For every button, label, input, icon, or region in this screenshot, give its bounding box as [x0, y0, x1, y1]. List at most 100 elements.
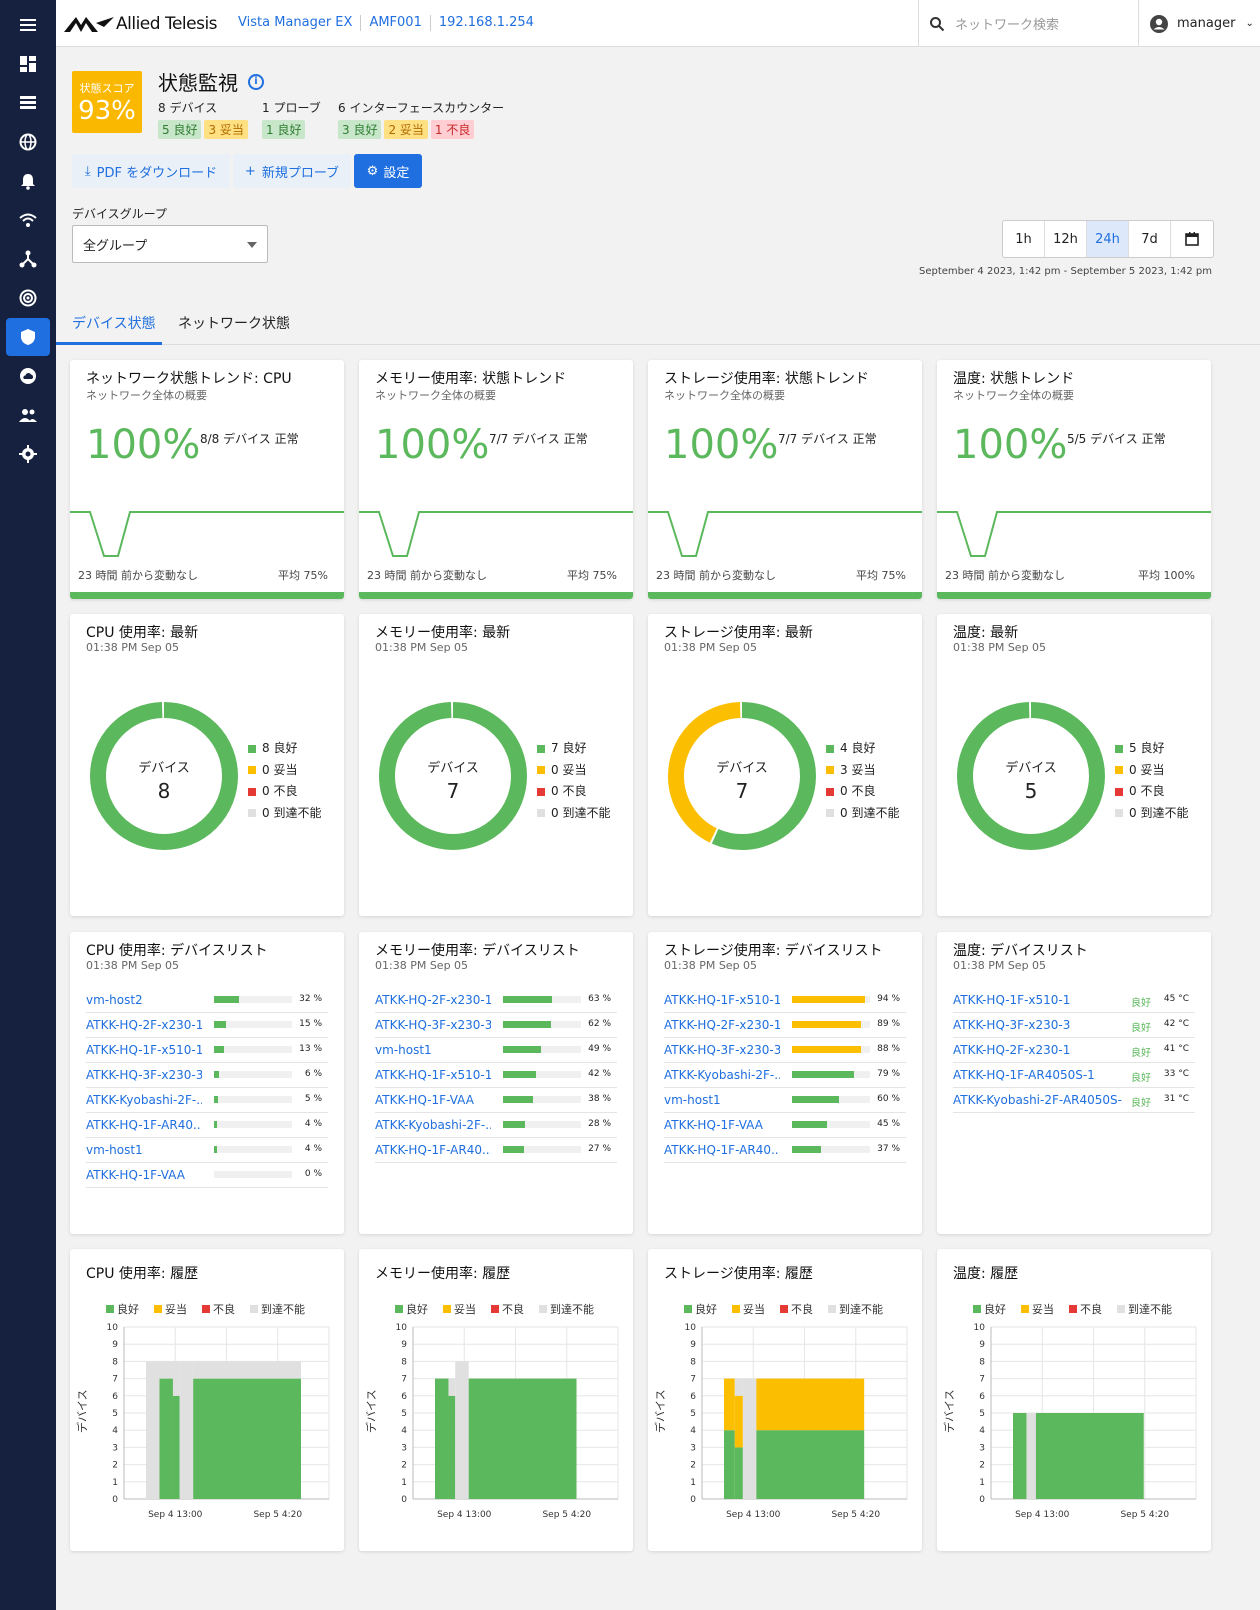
temperature-value: 33 °C: [1163, 1069, 1189, 1079]
usage-bar-fill: [214, 1021, 226, 1028]
device-group-select[interactable]: 全グループ: [72, 225, 268, 263]
y-tick-label: 8: [112, 1357, 118, 1367]
brand-logo[interactable]: Allied Telesis: [64, 14, 218, 34]
device-link[interactable]: ATKK-HQ-2F-x230-1: [375, 993, 491, 1007]
legend-text: 妥当: [743, 1302, 765, 1316]
download-icon: ⤓: [84, 163, 91, 179]
settings-button[interactable]: ⚙ 設定: [354, 154, 422, 188]
crumb-area[interactable]: AMF001: [360, 15, 429, 31]
sidebar-dashboard[interactable]: [6, 45, 50, 83]
sidebar-users[interactable]: [6, 396, 50, 434]
card-title: メモリー使用率: 状態トレンド: [375, 371, 567, 387]
sidebar-cloud[interactable]: [6, 357, 50, 395]
usage-bar-fill: [503, 996, 553, 1003]
device-link[interactable]: ATKK-HQ-1F-AR40...: [86, 1118, 202, 1132]
sidebar-wifi[interactable]: [6, 201, 50, 239]
legend-text: 良好: [117, 1302, 139, 1316]
donut-total: 8: [158, 779, 171, 803]
sidebar-list[interactable]: [6, 84, 50, 122]
card-title: ネットワーク状態トレンド: CPU: [86, 371, 292, 387]
crumb-ip[interactable]: 192.168.1.254: [429, 15, 542, 31]
stat-label: 6 インターフェースカウンター: [338, 101, 505, 115]
health-percentage: 100%: [375, 422, 490, 468]
card-timestamp: 01:38 PM Sep 05: [375, 641, 469, 654]
sidebar-alarm[interactable]: [6, 162, 50, 200]
device-link[interactable]: ATKK-Kyobashi-2F-AR4050S-2: [953, 1093, 1123, 1107]
legend-text: 良好: [695, 1302, 717, 1316]
device-link[interactable]: ATKK-HQ-1F-x510-1: [664, 993, 780, 1007]
device-link[interactable]: ATKK-HQ-3F-x230-3: [86, 1068, 202, 1082]
sidebar-shield[interactable]: [6, 318, 50, 356]
new-probe-label: 新規プローブ: [261, 165, 340, 181]
device-link[interactable]: vm-host1: [664, 1093, 721, 1107]
device-link[interactable]: ATKK-HQ-3F-x230-3: [375, 1018, 491, 1032]
history-bar: [172, 1361, 180, 1396]
history-bar: [455, 1361, 469, 1499]
legend-item: 0 到達不能: [248, 803, 321, 825]
table-row: ATKK-Kyobashi-2F-... 79 %: [664, 1063, 906, 1088]
sidebar-globe[interactable]: [6, 123, 50, 161]
tab-bar: デバイス状態 ネットワーク状態: [56, 301, 1260, 345]
device-link[interactable]: ATKK-HQ-1F-VAA: [375, 1093, 474, 1107]
device-link[interactable]: ATKK-HQ-2F-x230-1: [86, 1018, 202, 1032]
settings-icon: [19, 445, 37, 463]
device-link[interactable]: vm-host1: [375, 1043, 432, 1057]
tab-network-status[interactable]: ネットワーク状態: [178, 316, 290, 332]
device-link[interactable]: ATKK-HQ-2F-x230-1: [664, 1018, 780, 1032]
device-link[interactable]: ATKK-HQ-1F-AR40...: [664, 1143, 780, 1157]
sidebar-radar[interactable]: [6, 279, 50, 317]
y-tick-label: 1: [401, 1478, 407, 1488]
crumb-product[interactable]: Vista Manager EX: [238, 15, 353, 30]
device-link[interactable]: ATKK-HQ-3F-x230-3: [664, 1043, 780, 1057]
device-link[interactable]: ATKK-HQ-1F-AR40...: [375, 1143, 491, 1157]
search-placeholder: ネットワーク検索: [955, 18, 1060, 33]
legend-item: 0 不良: [1115, 781, 1188, 803]
sidebar-menu[interactable]: [6, 6, 50, 44]
y-tick-label: 10: [974, 1323, 986, 1333]
sidebar-topology[interactable]: [6, 240, 50, 278]
range-12h[interactable]: 12h: [1045, 221, 1087, 257]
range-1h[interactable]: 1h: [1003, 221, 1045, 257]
user-menu[interactable]: manager ⌄: [1138, 0, 1260, 47]
device-link[interactable]: vm-host2: [86, 993, 143, 1007]
device-link[interactable]: ATKK-HQ-3F-x230-3: [953, 1018, 1071, 1032]
table-row: ATKK-HQ-1F-AR40... 27 %: [375, 1138, 617, 1163]
trend-card: ストレージ使用率: 状態トレンド ネットワーク全体の概要 100% 7/7 デバイス …: [648, 360, 922, 599]
info-icon[interactable]: i: [248, 73, 264, 90]
y-tick-label: 8: [979, 1357, 985, 1367]
table-row: ATKK-HQ-2F-x230-1 15 %: [86, 1013, 328, 1038]
new-probe-button[interactable]: + 新規プローブ: [233, 154, 351, 188]
donut-legend: 5 良好 0 妥当 0 不良 0 到達不能: [1115, 738, 1188, 824]
table-row: ATKK-HQ-1F-AR4050S-1 良好 33 °C: [953, 1063, 1195, 1088]
table-row: ATKK-HQ-1F-x510-1 良好 45 °C: [953, 988, 1195, 1013]
search-input[interactable]: ネットワーク検索: [918, 0, 1136, 47]
device-link[interactable]: ATKK-HQ-1F-x510-1: [375, 1068, 491, 1082]
device-link[interactable]: ATKK-Kyobashi-2F-...: [664, 1068, 780, 1082]
range-7d[interactable]: 7d: [1129, 221, 1171, 257]
tab-device-status[interactable]: デバイス状態: [72, 316, 156, 332]
donut-total: 5: [1025, 779, 1038, 803]
usage-bar-track: [214, 1021, 292, 1028]
device-link[interactable]: ATKK-HQ-1F-VAA: [86, 1168, 185, 1182]
device-list-card: CPU 使用率: デバイスリスト 01:38 PM Sep 05 vm-host2 3…: [70, 932, 344, 1234]
card-title: メモリー使用率: デバイスリスト: [375, 943, 580, 959]
usage-percent: 37 %: [877, 1144, 900, 1154]
dashboard-icon: [20, 56, 36, 72]
range-24h[interactable]: 24h: [1087, 221, 1129, 257]
download-pdf-button[interactable]: ⤓ PDF をダウンロード: [72, 154, 230, 188]
calendar-button[interactable]: [1171, 221, 1213, 257]
device-link[interactable]: ATKK-HQ-1F-x510-1: [953, 993, 1071, 1007]
device-link[interactable]: ATKK-HQ-1F-VAA: [664, 1118, 763, 1132]
device-link[interactable]: ATKK-HQ-1F-AR4050S-1: [953, 1068, 1095, 1082]
donut-center-label: デバイス: [138, 760, 190, 776]
device-link[interactable]: vm-host1: [86, 1143, 143, 1157]
y-tick-label: 6: [401, 1392, 407, 1402]
device-link[interactable]: ATKK-Kyobashi-2F-...: [375, 1118, 491, 1132]
y-axis-label: デバイス: [653, 1389, 667, 1433]
sidebar-settings[interactable]: [6, 435, 50, 473]
card-title: 温度: 履歴: [953, 1266, 1019, 1282]
device-link[interactable]: ATKK-Kyobashi-2F-...: [86, 1093, 202, 1107]
device-link[interactable]: ATKK-HQ-2F-x230-1: [953, 1043, 1071, 1057]
device-link[interactable]: ATKK-HQ-1F-x510-1: [86, 1043, 202, 1057]
usage-bar-fill: [214, 1096, 218, 1103]
